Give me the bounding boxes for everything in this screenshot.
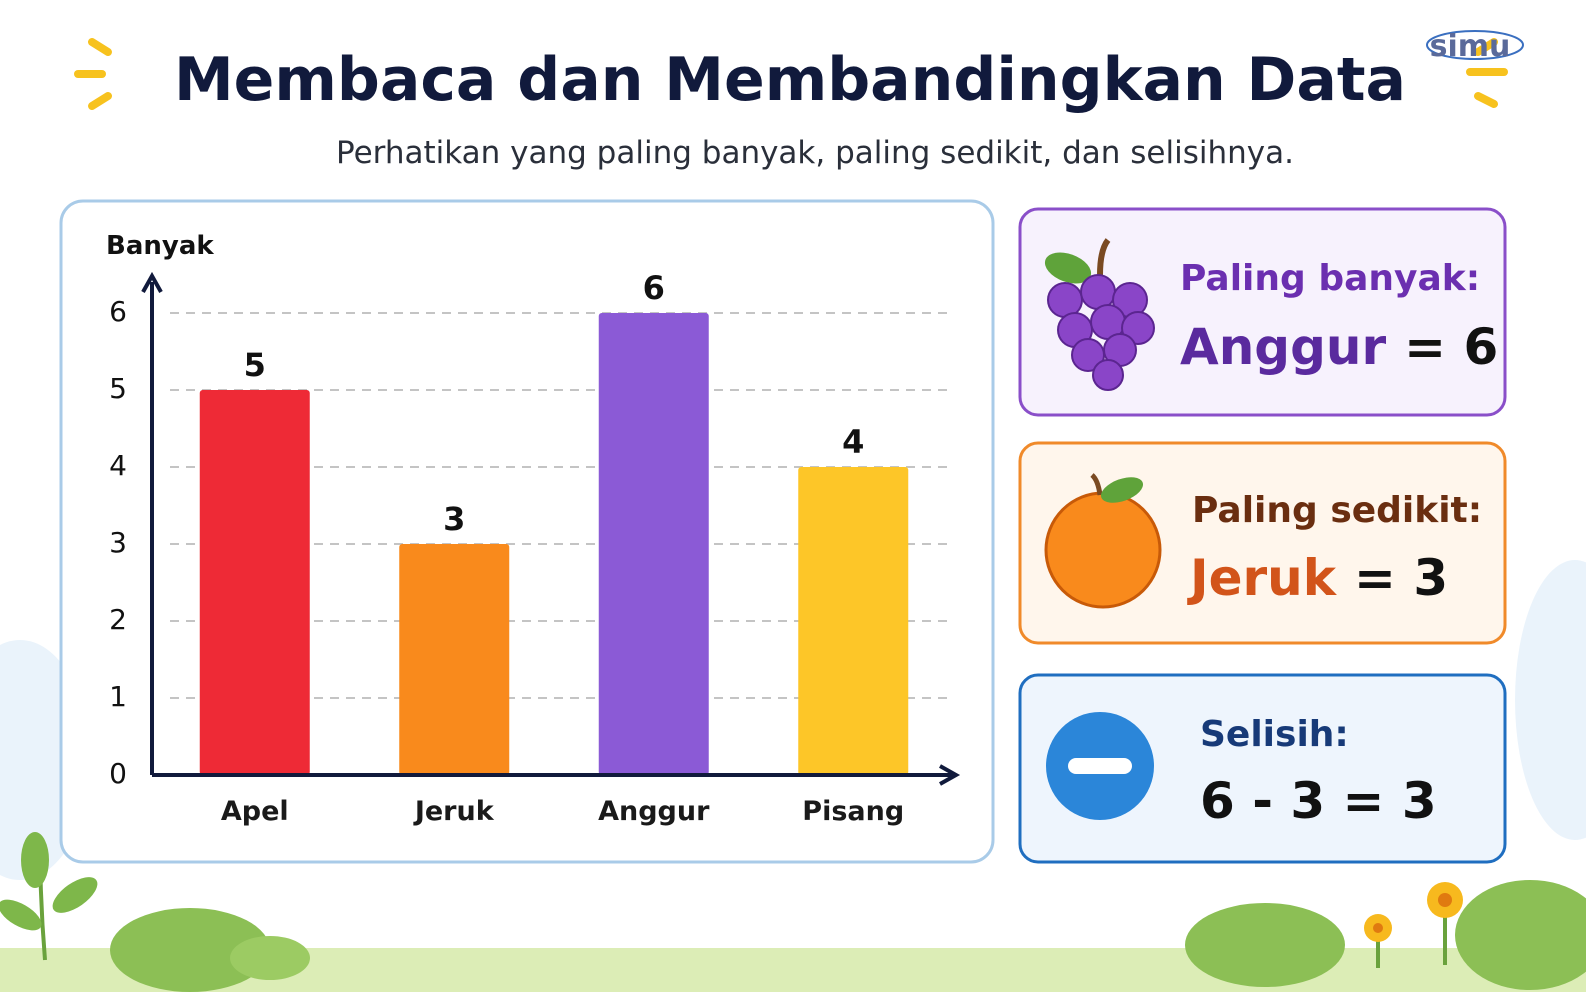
- card: [1018, 673, 1507, 864]
- x-tick-label: Apel: [221, 796, 289, 827]
- y-axis-arrow: [141, 271, 163, 293]
- value-label: 4: [842, 423, 864, 461]
- card-value: Anggur = 6: [1180, 318, 1498, 376]
- subtitle: Perhatikan yang paling banyak, paling se…: [336, 135, 1294, 171]
- grapes-icon: [1044, 238, 1155, 391]
- value-label: 5: [244, 346, 266, 384]
- orange-icon: [1044, 473, 1162, 609]
- y-tick-label: 5: [109, 372, 127, 405]
- title: Membaca dan Membandingkan Data: [174, 45, 1406, 115]
- bar: [598, 313, 709, 775]
- x-tick-label: Pisang: [802, 796, 904, 827]
- y-tick-label: 1: [109, 680, 127, 713]
- background: [0, 38, 1586, 992]
- card-name: Anggur: [1180, 318, 1386, 376]
- bar: [199, 390, 310, 775]
- card-result: = 6: [1404, 318, 1498, 376]
- card-value: Jeruk = 3: [1187, 549, 1448, 607]
- card: [1018, 207, 1507, 417]
- value-label: 6: [643, 269, 665, 307]
- card-label: Selisih:: [1200, 714, 1349, 755]
- y-tick-label: 4: [109, 449, 127, 482]
- plot: 0 1 2 3 4 5 6 Apel 5 Jeruk 3 Anggur 6 Pisang 4: [109, 269, 961, 827]
- y-tick-label: 2: [109, 603, 127, 636]
- card-value: 6 - 3 = 3: [1200, 772, 1437, 830]
- card-label: Paling sedikit:: [1192, 490, 1482, 531]
- y-tick-label: 3: [109, 526, 127, 559]
- logo-ring: [1426, 30, 1524, 60]
- logo: simu: [1430, 29, 1511, 64]
- card-label: Paling banyak:: [1180, 258, 1480, 299]
- x-axis-arrow: [939, 764, 961, 786]
- bar: [399, 544, 510, 775]
- minus-icon: [1046, 712, 1154, 820]
- card-result: = 3: [1354, 549, 1448, 607]
- bar: [798, 467, 909, 775]
- y-axis-label: Banyak: [106, 231, 214, 261]
- x-tick-label: Jeruk: [413, 796, 495, 827]
- card-name: Jeruk: [1187, 549, 1338, 607]
- x-tick-label: Anggur: [598, 796, 710, 827]
- value-label: 3: [443, 500, 465, 538]
- y-tick-label: 0: [109, 757, 127, 790]
- y-tick-label: 6: [109, 295, 127, 328]
